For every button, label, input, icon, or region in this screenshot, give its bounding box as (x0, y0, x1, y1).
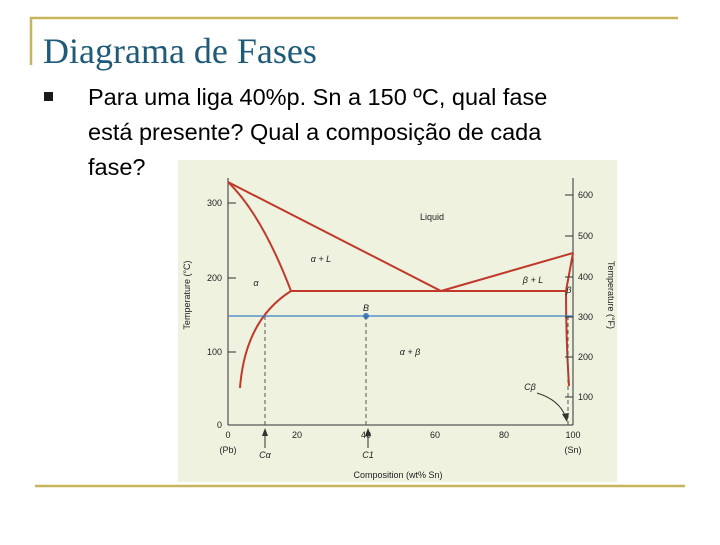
y2-tick-label: 400 (578, 272, 593, 282)
region-label: β + L (522, 275, 543, 285)
region-label: α (253, 278, 259, 288)
marker-label: Cβ (524, 382, 536, 392)
y-axis-label: Temperature (°C) (182, 260, 192, 329)
solvus (239, 290, 292, 389)
y-tick-label: 100 (207, 347, 222, 357)
figure-background (178, 160, 617, 482)
arrows (262, 392, 569, 448)
marker-label: C1 (362, 450, 374, 460)
y-tick-label: 0 (217, 420, 222, 430)
x-axis-label: Composition (wt% Sn) (353, 470, 442, 480)
marker-label: Cα (259, 450, 271, 460)
bullet (44, 92, 53, 101)
y2-tick-label: 200 (578, 352, 593, 362)
phase-diagram (178, 160, 617, 482)
x-tick-label: 0 (225, 430, 230, 440)
y2-axis-label: Temperature (°F) (606, 261, 616, 329)
bullet-line: fase? (88, 154, 146, 180)
solidus (227, 181, 292, 292)
region-label: β (565, 285, 571, 295)
y2-tick-label: 300 (578, 312, 593, 322)
frame-top (29, 16, 678, 65)
x-end-label: (Pb) (219, 445, 236, 455)
y2-tick-label: 100 (578, 392, 593, 402)
y-tick-label: 300 (207, 198, 222, 208)
region-label: Liquid (420, 212, 444, 222)
title: Diagrama de Fases (43, 31, 317, 71)
marker-label: B (363, 303, 369, 313)
x-tick-label: 80 (499, 430, 509, 440)
x-tick-label: 60 (430, 430, 440, 440)
y2-tick-label: 500 (578, 231, 593, 241)
x-tick-label: 20 (292, 430, 302, 440)
x-tick-label: 100 (565, 430, 580, 440)
region-label: α + L (311, 254, 331, 264)
x-end-label: (Sn) (564, 445, 581, 455)
bullet-line: Para uma liga 40%p. Sn a 150 ºC, qual fa… (88, 84, 547, 110)
y2-tick-label: 600 (578, 190, 593, 200)
region-label: α + β (400, 347, 421, 357)
bullet-line: está presente? Qual a composição de cada (88, 119, 542, 145)
y-tick-label: 200 (207, 273, 222, 283)
x-tick-label: 40 (361, 430, 371, 440)
